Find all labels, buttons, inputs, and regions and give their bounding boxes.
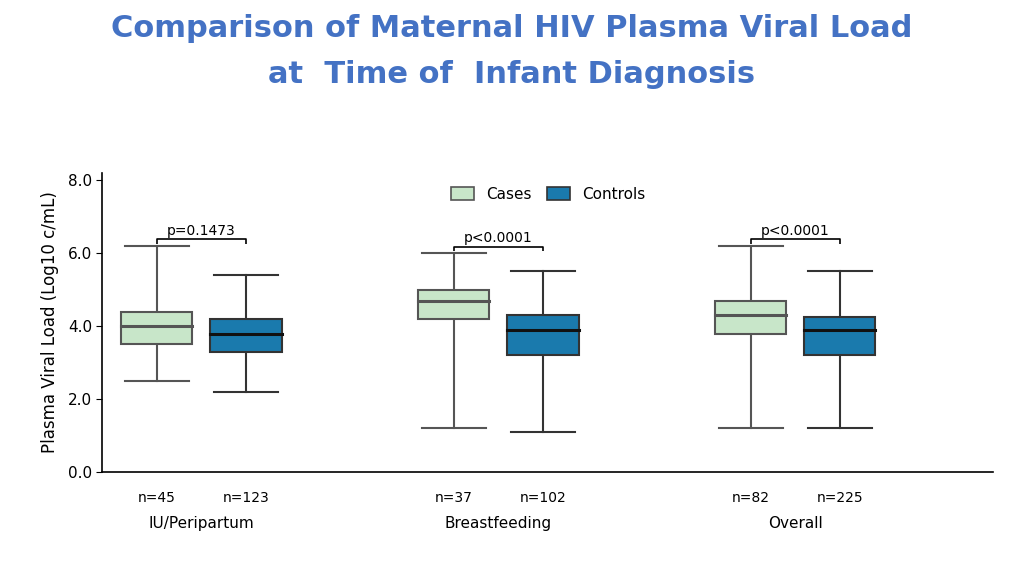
Text: n=45: n=45 — [138, 491, 176, 505]
Text: n=225: n=225 — [816, 491, 863, 505]
Bar — [210, 319, 282, 352]
Text: n=37: n=37 — [435, 491, 473, 505]
Bar — [715, 301, 786, 334]
Text: n=102: n=102 — [519, 491, 566, 505]
Text: at  Time of  Infant Diagnosis: at Time of Infant Diagnosis — [268, 60, 756, 89]
Bar — [507, 315, 579, 355]
Text: p<0.0001: p<0.0001 — [464, 231, 532, 245]
Text: n=123: n=123 — [222, 491, 269, 505]
Bar — [418, 290, 489, 319]
Y-axis label: Plasma Viral Load (Log10 c/mL): Plasma Viral Load (Log10 c/mL) — [41, 192, 59, 453]
Text: n=82: n=82 — [732, 491, 770, 505]
Bar — [121, 312, 193, 344]
Text: p=0.1473: p=0.1473 — [167, 224, 236, 238]
Text: Comparison of Maternal HIV Plasma Viral Load: Comparison of Maternal HIV Plasma Viral … — [112, 14, 912, 43]
Legend: Cases, Controls: Cases, Controls — [444, 180, 651, 208]
Text: p<0.0001: p<0.0001 — [761, 224, 829, 238]
Bar — [804, 317, 876, 355]
